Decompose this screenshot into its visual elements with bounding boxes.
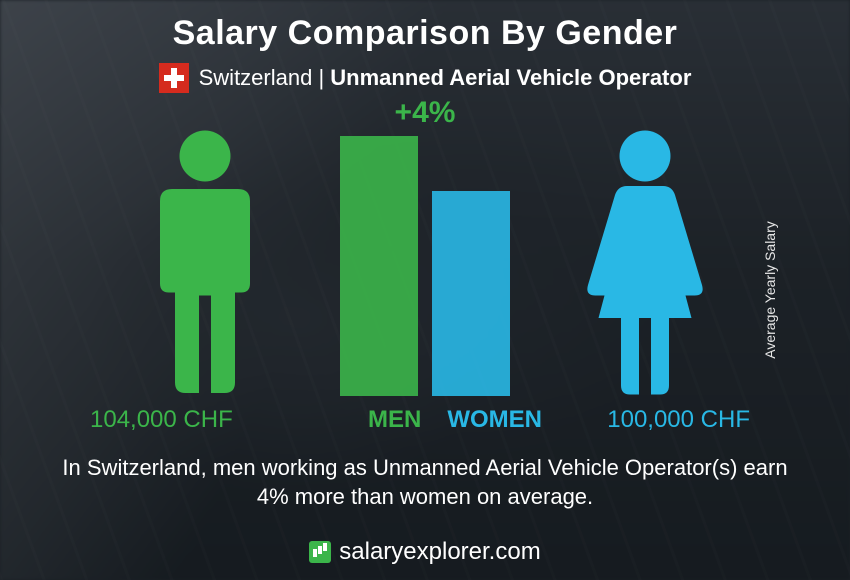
y-axis-label: Average Yearly Salary <box>761 221 777 359</box>
gender-labels: MEN WOMEN <box>0 406 850 434</box>
subtitle-sep: | <box>318 65 330 90</box>
chart-area: +4% 104,000 CHF 100,000 CHF MEN WOMEN <box>0 110 850 440</box>
subtitle-country: Switzerland <box>199 65 313 90</box>
label-women: WOMEN <box>447 406 542 434</box>
caption: In Switzerland, men working as Unmanned … <box>0 453 850 512</box>
page-title: Salary Comparison By Gender <box>0 0 850 53</box>
woman-icon <box>570 126 720 396</box>
bar-men <box>340 136 418 396</box>
percent-diff-label: +4% <box>395 96 456 130</box>
man-icon <box>130 126 280 396</box>
bar-women <box>432 191 510 396</box>
center-bars <box>340 136 510 396</box>
label-men: MEN <box>368 406 421 434</box>
content: Salary Comparison By Gender Switzerland … <box>0 0 850 580</box>
subtitle-text: Switzerland | Unmanned Aerial Vehicle Op… <box>199 65 692 91</box>
subtitle: Switzerland | Unmanned Aerial Vehicle Op… <box>0 63 850 93</box>
bar-chart-icon <box>309 541 331 563</box>
swiss-flag-icon <box>159 63 189 93</box>
footer-text: salaryexplorer.com <box>339 538 540 566</box>
footer: salaryexplorer.com <box>0 538 850 566</box>
subtitle-job: Unmanned Aerial Vehicle Operator <box>330 65 691 90</box>
